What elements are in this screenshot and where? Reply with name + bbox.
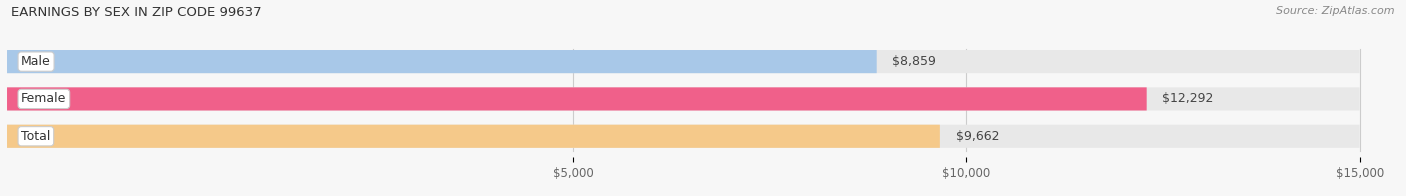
- Text: Male: Male: [21, 55, 51, 68]
- FancyBboxPatch shape: [7, 87, 1147, 111]
- FancyBboxPatch shape: [7, 87, 1360, 111]
- FancyBboxPatch shape: [7, 50, 877, 73]
- Text: Female: Female: [21, 93, 66, 105]
- FancyBboxPatch shape: [7, 50, 1360, 73]
- Text: Total: Total: [21, 130, 51, 143]
- Text: EARNINGS BY SEX IN ZIP CODE 99637: EARNINGS BY SEX IN ZIP CODE 99637: [11, 6, 262, 19]
- Text: $12,292: $12,292: [1163, 93, 1213, 105]
- FancyBboxPatch shape: [7, 125, 939, 148]
- Text: Source: ZipAtlas.com: Source: ZipAtlas.com: [1277, 6, 1395, 16]
- FancyBboxPatch shape: [7, 125, 1360, 148]
- Text: $8,859: $8,859: [893, 55, 936, 68]
- Text: $9,662: $9,662: [956, 130, 1000, 143]
